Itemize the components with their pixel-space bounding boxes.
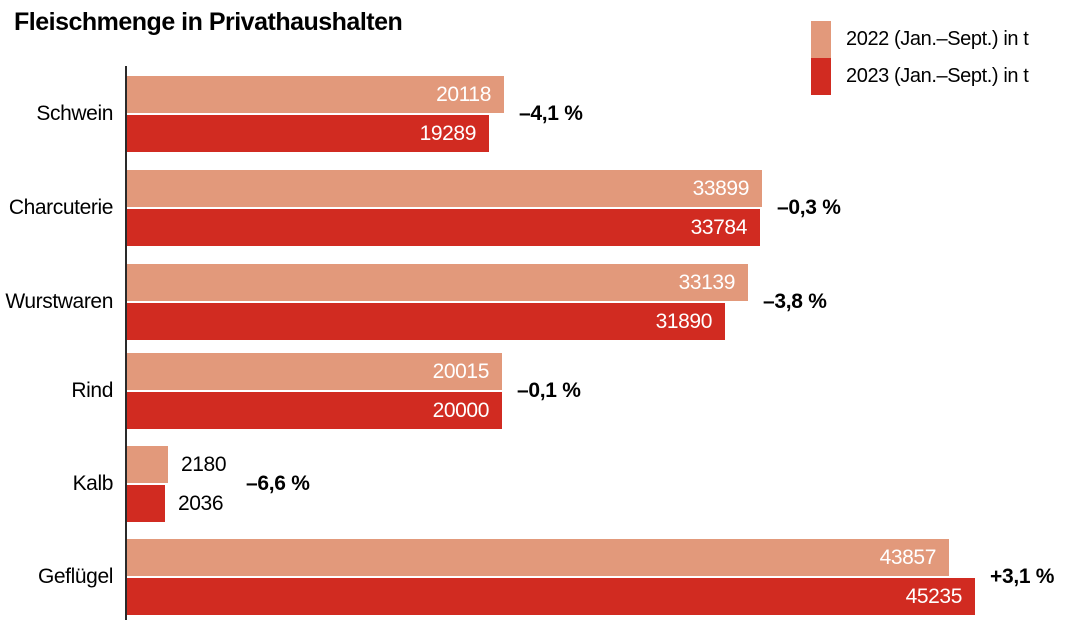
legend-swatch-2022 — [811, 21, 831, 58]
bar-value-2022: 20118 — [436, 83, 491, 106]
bar-group-rind: Rind 20015 20000 –0,1 % — [0, 353, 1070, 429]
bar-value-2022: 2180 — [181, 453, 227, 476]
bar-value-2023: 45235 — [905, 585, 963, 608]
bar-value-2022: 43857 — [879, 546, 937, 569]
change-percent-label: –6,6 % — [246, 472, 310, 495]
legend-label-2022: 2022 (Jan.–Sept.) in t — [846, 28, 1029, 50]
bar-2022: 20118 — [127, 76, 504, 113]
category-label: Schwein — [36, 102, 113, 125]
bar-group-kalb: Kalb 2180 2036 –6,6 % — [0, 446, 1070, 522]
legend-item-2023: 2023 (Jan.–Sept.) in t — [811, 58, 1029, 95]
bar-value-2022: 33899 — [692, 177, 750, 200]
bar-value-2022: 33139 — [678, 271, 736, 294]
change-percent-label: –0,3 % — [777, 196, 841, 219]
legend-item-2022: 2022 (Jan.–Sept.) in t — [811, 21, 1029, 58]
bar-2023: 45235 — [127, 578, 975, 615]
bar-value-2023: 33784 — [690, 216, 748, 239]
bar-2023: 19289 — [127, 115, 489, 152]
bar-2022: 2180 — [127, 446, 227, 483]
change-percent-label: –4,1 % — [519, 102, 583, 125]
bar-2022: 43857 — [127, 539, 949, 576]
category-label: Wurstwaren — [5, 290, 113, 313]
y-axis-line — [125, 66, 127, 620]
bar-2023: 20000 — [127, 392, 502, 429]
legend: 2022 (Jan.–Sept.) in t 2023 (Jan.–Sept.)… — [811, 21, 1029, 95]
change-percent-label: –3,8 % — [763, 290, 827, 313]
legend-swatch-2023 — [811, 58, 831, 95]
bar-2022: 33139 — [127, 264, 748, 301]
bar-value-2023: 31890 — [655, 310, 713, 333]
legend-label-2023: 2023 (Jan.–Sept.) in t — [846, 65, 1029, 87]
bar-value-2022: 20015 — [432, 360, 490, 383]
category-label: Kalb — [72, 472, 114, 495]
bar-group-charcuterie: Charcuterie 33899 33784 –0,3 % — [0, 170, 1070, 246]
bar-2023: 33784 — [127, 209, 760, 246]
bar-2023: 2036 — [127, 485, 224, 522]
change-percent-label: –0,1 % — [517, 379, 581, 402]
category-label: Rind — [71, 379, 113, 402]
change-percent-label: +3,1 % — [990, 565, 1055, 588]
category-label: Geflügel — [37, 565, 113, 588]
bar-2022: 33899 — [127, 170, 762, 207]
category-label: Charcuterie — [8, 196, 114, 219]
bar-2023: 31890 — [127, 303, 725, 340]
bar-2022: 20015 — [127, 353, 502, 390]
bar-group-schwein: Schwein 20118 19289 –4,1 % — [0, 76, 1070, 152]
chart-title: Fleischmenge in Privathaushalten — [14, 8, 403, 36]
bar-value-2023: 19289 — [419, 122, 477, 145]
bar-group-gefluegel: Geflügel 43857 45235 +3,1 % — [0, 539, 1070, 615]
bar-value-2023: 2036 — [178, 492, 224, 515]
bar-group-wurstwaren: Wurstwaren 33139 31890 –3,8 % — [0, 264, 1070, 340]
bar-value-2023: 20000 — [432, 399, 490, 422]
